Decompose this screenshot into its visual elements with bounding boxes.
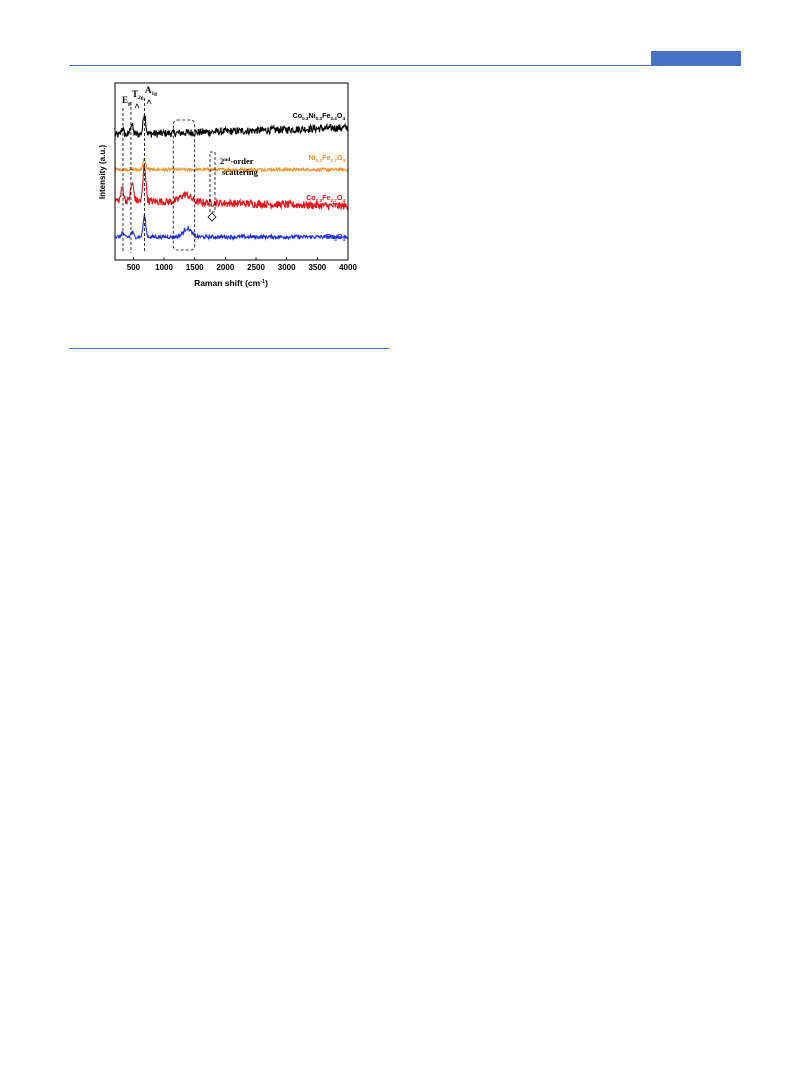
x-ticks: 500 1000 1500 2000 2500 3000 3500 4000 — [127, 257, 357, 272]
scattering-arrow — [207, 212, 217, 222]
x-tick-label: 3500 — [308, 263, 326, 272]
series-label-3: Fe3O4 — [326, 232, 346, 242]
guides-layer — [122, 98, 217, 253]
series-label-2: Co0.3Fe2.7O4 — [306, 193, 345, 203]
x-tick-label: 500 — [127, 263, 141, 272]
plot-frame — [114, 82, 349, 261]
footer-rule — [69, 348, 389, 349]
scattering-marker — [209, 151, 216, 213]
header-tab — [651, 51, 741, 66]
second-order-region — [172, 119, 196, 251]
x-tick-label: 2500 — [247, 263, 265, 272]
series-layer — [114, 114, 349, 241]
x-tick-label: 3000 — [278, 263, 296, 272]
series-line-2 — [114, 164, 349, 212]
a1g-arrow — [146, 99, 152, 105]
series-labels: Co0.3Ni0.3Fe2.4O4 Ni0.3Fe2.7O4 Co0.3Fe2.7O… — [293, 111, 346, 242]
raman-chart: 500 1000 1500 2000 2500 3000 3500 4000 Co0.3Ni0… — [98, 82, 357, 288]
annotation-line-2: scattering — [222, 167, 259, 177]
annotation-line-1: 2nd-order — [220, 156, 254, 166]
raman-figure: 500 1000 1500 2000 2500 3000 3500 4000 Co0.3Ni0… — [95, 78, 370, 301]
x-tick-label: 4000 — [339, 263, 357, 272]
x-axis-label: Raman shift (cm-1) — [194, 278, 268, 288]
x-tick-label: 1500 — [186, 263, 204, 272]
y-axis-label: Intensity (a.u.) — [98, 145, 107, 200]
series-label-1: Ni0.3Fe2.7O4 — [308, 153, 345, 163]
x-tick-label: 2000 — [216, 263, 234, 272]
peak-label-1: T2g — [132, 89, 144, 101]
peak-label-0: Eg — [122, 95, 131, 107]
series-line-1 — [114, 158, 349, 173]
x-tick-label: 1000 — [155, 263, 173, 272]
series-line-3 — [114, 214, 349, 241]
peak-label-2: A1g — [145, 85, 157, 97]
t2g-arrow — [134, 103, 140, 109]
header-rule — [69, 65, 741, 66]
series-label-0: Co0.3Ni0.3Fe2.4O4 — [293, 111, 346, 121]
series-line-0 — [114, 114, 349, 138]
